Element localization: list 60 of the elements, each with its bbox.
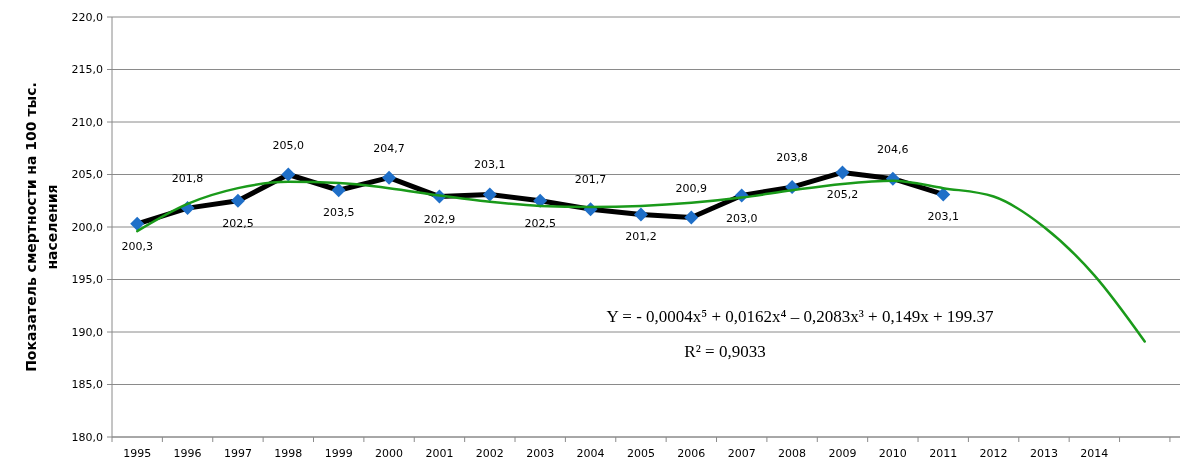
data-label: 203,5 — [322, 206, 355, 220]
data-label: 205,0 — [272, 138, 305, 152]
x-tick-label: 1997 — [223, 447, 252, 460]
data-label: 201,8 — [171, 172, 204, 186]
y-tick-label: 200,0 — [71, 220, 103, 234]
y-axis-title: Показатель смертности на 100 тыс. населения — [23, 82, 60, 372]
x-tick-label: 2004 — [576, 447, 605, 460]
y-tick-label: 190,0 — [71, 325, 103, 339]
data-label: 202,5 — [222, 216, 254, 230]
data-label: 203,0 — [725, 211, 758, 225]
point — [633, 207, 648, 222]
point — [533, 193, 548, 208]
x-tick-label: 2014 — [1080, 447, 1109, 460]
x-tick-label: 2001 — [425, 447, 454, 460]
data-label: 201,2 — [625, 230, 657, 244]
point — [331, 183, 346, 198]
x-tick-label: 1996 — [173, 447, 202, 460]
point — [230, 193, 245, 208]
point — [130, 216, 145, 231]
annotation: R² = 0,9033 — [684, 342, 766, 361]
x-tick-label: 2000 — [375, 447, 404, 460]
x-tick-label: 2005 — [626, 447, 655, 460]
x-tick-label: 2012 — [979, 447, 1008, 460]
annotation: Y = - 0,0004x⁵ + 0,0162x⁴ – 0,2083x³ + 0,149x + 199.37 — [606, 307, 995, 326]
x-tick-label: 2008 — [778, 447, 807, 460]
x-tick-label: 1999 — [324, 447, 353, 460]
point — [936, 187, 951, 202]
x-tick-label: 2011 — [929, 447, 958, 460]
data-label: 203,1 — [927, 210, 959, 224]
x-tick-label: 2007 — [727, 447, 756, 460]
data-label: 203,1 — [474, 158, 506, 172]
data-label: 204,6 — [877, 142, 909, 156]
data-label: 201,7 — [574, 173, 607, 187]
point — [835, 165, 850, 180]
x-tick-label: 2013 — [1029, 447, 1058, 460]
x-tick-label: 2009 — [828, 447, 857, 460]
point — [482, 187, 497, 202]
x-tick-label: 2010 — [878, 447, 907, 460]
point — [382, 170, 397, 185]
y-tick-label: 195,0 — [71, 273, 103, 287]
data-label: 202,5 — [524, 216, 556, 230]
point — [281, 167, 296, 182]
x-tick-label: 1998 — [274, 447, 303, 460]
data-label: 202,9 — [423, 212, 456, 226]
data-label: 200,9 — [675, 181, 708, 195]
data-label: 200,3 — [121, 239, 153, 253]
x-tick-label: 2002 — [475, 447, 504, 460]
y-tick-label: 205,0 — [71, 168, 103, 182]
point — [684, 210, 699, 225]
y-tick-label: 220,0 — [71, 10, 103, 24]
y-tick-label: 185,0 — [71, 378, 103, 392]
x-tick-label: 2006 — [677, 447, 706, 460]
data-label: 205,2 — [826, 188, 859, 202]
x-tick-label: 2003 — [526, 447, 555, 460]
y-tick-label: 215,0 — [71, 63, 103, 77]
y-tick-label: 180,0 — [71, 430, 103, 444]
x-tick-label: 1995 — [123, 447, 152, 460]
data-label: 203,8 — [776, 151, 808, 165]
data-label: 204,7 — [373, 141, 405, 155]
y-tick-label: 210,0 — [71, 115, 103, 129]
